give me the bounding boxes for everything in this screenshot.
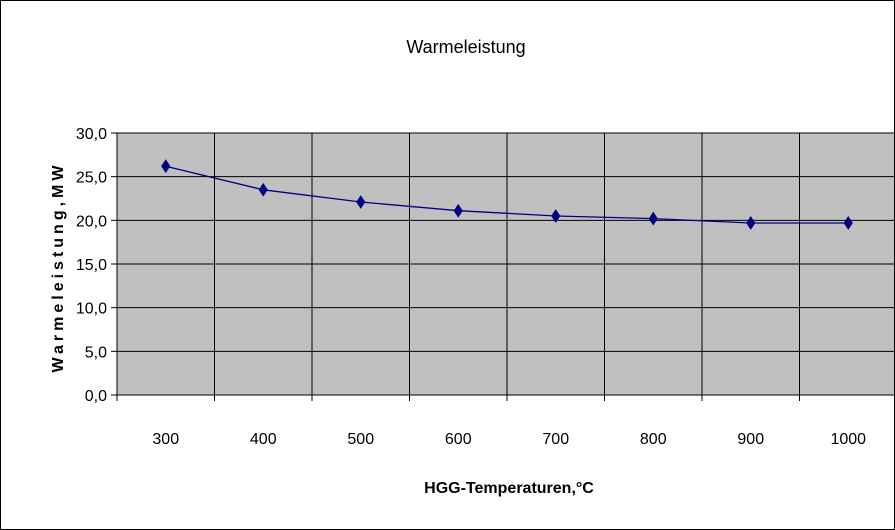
y-tick-label: 15,0: [76, 257, 107, 274]
x-tick-label: 700: [542, 431, 569, 448]
chart-title: Warmeleistung: [406, 37, 525, 57]
series-markers: [161, 159, 853, 230]
data-point-marker: [843, 216, 853, 230]
y-tick-label: 25,0: [76, 170, 107, 187]
x-axis-label: HGG-Temperaturen,°C: [424, 480, 594, 497]
y-tick-label: 30,0: [76, 126, 107, 143]
data-point-marker: [648, 211, 658, 226]
data-point-marker: [551, 209, 561, 223]
data-point-marker: [161, 159, 171, 174]
x-tick-label: 1000: [830, 431, 866, 448]
y-tick-label: 10,0: [76, 301, 107, 318]
data-point-marker: [258, 182, 268, 197]
x-tick-label: 800: [640, 431, 667, 448]
y-axis-label: Warmeleistung,MW: [50, 162, 67, 373]
grid-lines: [117, 132, 894, 395]
x-tick-label: 600: [445, 431, 472, 448]
x-tick-labels: 300 400 500 600 700 800 900 1000: [152, 431, 866, 448]
series-line-group: [165, 165, 849, 224]
x-tick-label: 500: [347, 431, 374, 448]
data-point-marker: [746, 216, 756, 230]
y-tick-labels: 0,0 5,0 10,0 15,0 20,0 25,0 30,0: [76, 126, 107, 405]
x-tick-label: 900: [737, 431, 764, 448]
data-point-marker: [453, 203, 463, 218]
x-tick-label: 400: [250, 431, 277, 448]
x-tick-label: 300: [152, 431, 179, 448]
series-line: [165, 165, 849, 224]
y-tick-label: 0,0: [85, 388, 107, 405]
axes: [111, 132, 894, 401]
y-tick-label: 20,0: [76, 213, 107, 230]
y-tick-label: 5,0: [85, 344, 107, 361]
data-point-marker: [356, 195, 366, 209]
